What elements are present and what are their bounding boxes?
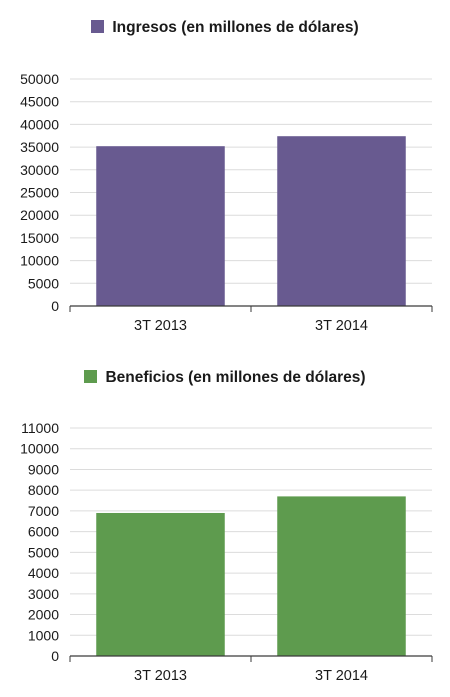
profit-x-tick-label: 3T 2014 [315,668,368,684]
profit-legend: Beneficios (en millones de dólares) [0,368,450,388]
revenue-y-tick-label: 30000 [20,162,59,178]
profit-y-tick-label: 0 [51,648,59,664]
revenue-y-tick-label: 35000 [20,139,59,155]
profit-legend-label: Beneficios (en millones de dólares) [105,369,366,386]
profit-y-tick-label: 11000 [21,420,59,436]
profit-y-tick-label: 5000 [28,544,59,560]
profit-legend-swatch [84,370,98,383]
revenue-y-tick-label: 40000 [20,116,59,132]
revenue-legend-label: Ingresos (en millones de dólares) [112,19,359,36]
profit-y-tick-label: 8000 [28,482,59,498]
profit-y-tick-label: 10000 [20,441,59,457]
profit-chart: Beneficios (en millones de dólares) 0 100… [0,350,450,697]
profit-x-tick-label: 3T 2013 [134,668,187,684]
revenue-x-tick-label: 3T 2013 [134,318,187,334]
profit-y-tick-label: 6000 [28,524,59,540]
profit-bar [96,512,225,656]
revenue-y-tick-label: 50000 [20,71,59,87]
revenue-y-tick-label: 20000 [20,207,59,223]
revenue-bar [96,146,225,306]
revenue-legend-swatch [91,20,105,33]
revenue-plot: 0 5000 10000 15000 20000 25000 30000 35000 40000… [20,71,433,334]
profit-y-tick-label: 1000 [28,627,59,643]
revenue-chart: Ingresos (en millones de dólares) 0 5000 1… [0,0,450,345]
profit-y-tick-label: 3000 [28,586,59,602]
revenue-y-tick-label: 25000 [20,185,59,201]
profit-y-tick-label: 4000 [28,565,59,581]
revenue-bar [277,136,406,306]
revenue-y-tick-label: 10000 [20,253,59,269]
revenue-y-tick-label: 45000 [20,94,59,110]
profit-y-tick-label: 9000 [28,461,59,477]
revenue-legend: Ingresos (en millones de dólares) [0,18,450,38]
revenue-y-tick-label: 5000 [28,275,59,291]
revenue-y-tick-label: 15000 [20,230,59,246]
revenue-y-tick-label: 0 [51,298,59,314]
profit-plot: 0 1000 2000 3000 4000 5000 6000 7000 8000 9000 100… [20,420,433,684]
profit-bar [277,496,406,656]
profit-y-tick-label: 7000 [28,503,59,519]
profit-y-tick-label: 2000 [28,607,59,623]
revenue-x-tick-label: 3T 2014 [315,318,368,334]
